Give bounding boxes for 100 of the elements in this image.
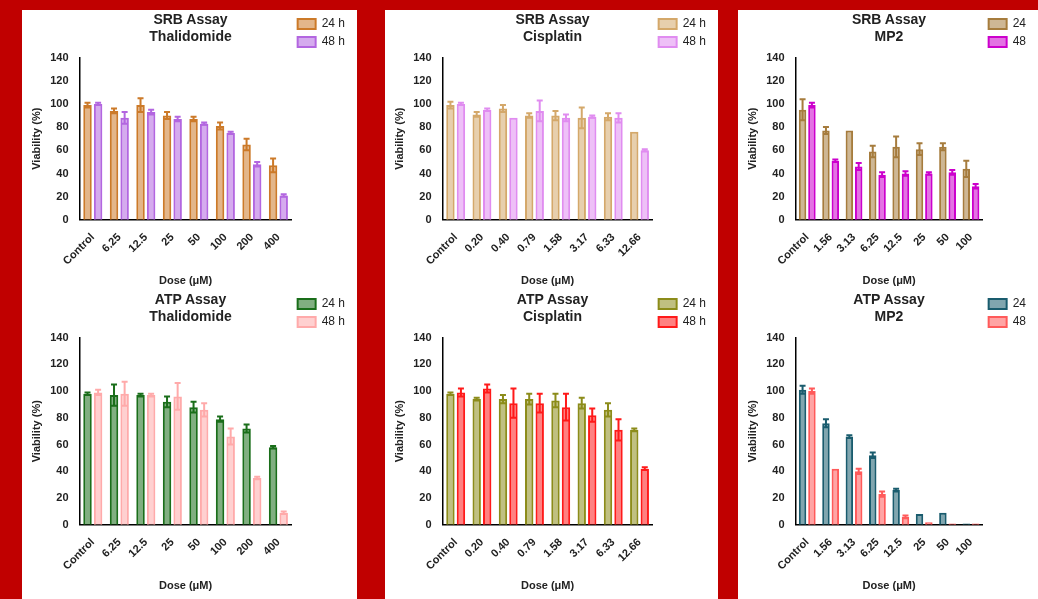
x-tick-label: 100 xyxy=(207,535,229,558)
y-tick-label: 100 xyxy=(50,96,69,109)
x-tick-label: 25 xyxy=(910,535,928,553)
bar xyxy=(472,114,481,220)
x-tick-label: 400 xyxy=(260,230,282,253)
y-axis-title: Viability (%) xyxy=(29,107,42,170)
y-tick-label: 120 xyxy=(413,357,432,370)
y-tick-label: 80 xyxy=(772,120,785,133)
chart-title: ATP Assay xyxy=(154,291,227,308)
bar xyxy=(509,117,518,220)
x-tick-label: 100 xyxy=(953,230,975,253)
y-tick-label: 120 xyxy=(50,73,69,86)
bar xyxy=(456,103,466,220)
legend-label: 48 h xyxy=(321,34,345,49)
bar xyxy=(136,395,145,525)
y-tick-label: 100 xyxy=(413,96,432,109)
legend-label: 24 xyxy=(1012,16,1027,31)
y-tick-label: 60 xyxy=(772,437,785,450)
bar xyxy=(808,391,816,525)
chart-subtitle: Thalidomide xyxy=(149,28,232,45)
x-axis-title: Dose (μM) xyxy=(862,579,917,592)
bar xyxy=(173,119,182,220)
bar xyxy=(939,146,947,220)
x-tick-label: 50 xyxy=(185,535,203,553)
legend-label: 48 xyxy=(1012,314,1027,329)
y-tick-label: 80 xyxy=(419,410,432,423)
y-tick-label: 60 xyxy=(56,437,69,450)
y-tick-label: 60 xyxy=(56,143,69,156)
y-tick-label: 140 xyxy=(413,330,432,343)
chart-subtitle: MP2 xyxy=(874,308,904,325)
bar xyxy=(226,132,235,220)
y-axis-title: Viability (%) xyxy=(745,107,758,170)
chart-subtitle: Thalidomide xyxy=(149,308,232,325)
x-tick-label: 400 xyxy=(260,535,282,558)
y-axis-title: Viability (%) xyxy=(29,399,42,463)
y-tick-label: 80 xyxy=(56,410,69,423)
chart-title: ATP Assay xyxy=(853,291,925,308)
y-tick-label: 20 xyxy=(419,189,432,202)
y-tick-label: 0 xyxy=(62,517,69,530)
y-tick-label: 60 xyxy=(419,437,432,450)
y-axis-title: Viability (%) xyxy=(392,399,405,463)
bar xyxy=(878,494,886,525)
bar xyxy=(446,393,455,525)
chart-subtitle: Cisplatin xyxy=(522,28,583,45)
legend-label: 24 h xyxy=(321,296,345,311)
y-tick-label: 80 xyxy=(56,120,69,133)
bar xyxy=(925,173,933,220)
x-tick-label: 25 xyxy=(158,535,176,553)
x-axis-title: Dose (μM) xyxy=(159,274,213,287)
bar xyxy=(892,490,900,525)
y-tick-label: 100 xyxy=(50,384,69,397)
chart-title: SRB Assay xyxy=(851,11,927,28)
y-tick-label: 0 xyxy=(62,212,69,225)
y-tick-label: 140 xyxy=(50,330,69,343)
x-tick-label: 25 xyxy=(158,230,176,248)
y-tick-label: 60 xyxy=(419,143,432,156)
bar xyxy=(83,105,92,220)
chart-title: SRB Assay xyxy=(153,11,228,28)
bar xyxy=(189,119,198,220)
bar xyxy=(472,399,481,525)
x-tick-label: 100 xyxy=(207,230,229,253)
y-tick-label: 100 xyxy=(766,384,785,397)
y-tick-label: 140 xyxy=(766,330,785,343)
bar xyxy=(483,109,492,220)
y-tick-label: 120 xyxy=(413,73,432,86)
x-tick-label: 100 xyxy=(953,535,975,558)
y-tick-label: 20 xyxy=(56,189,69,202)
y-tick-label: 140 xyxy=(50,50,69,63)
y-tick-label: 0 xyxy=(425,517,432,530)
y-tick-label: 0 xyxy=(778,517,785,530)
bar xyxy=(822,130,830,220)
y-tick-label: 80 xyxy=(419,120,432,133)
chart-title: SRB Assay xyxy=(515,11,590,28)
legend-label: 24 h xyxy=(682,296,706,311)
y-tick-label: 40 xyxy=(419,464,432,477)
y-tick-label: 120 xyxy=(50,357,69,370)
x-axis-title: Dose (μM) xyxy=(521,579,575,592)
legend-label: 24 h xyxy=(682,16,706,31)
y-axis-title: Viability (%) xyxy=(745,399,758,463)
y-tick-label: 40 xyxy=(772,166,785,179)
legend-label: 48 h xyxy=(321,314,345,329)
y-tick-label: 100 xyxy=(413,384,432,397)
bar xyxy=(878,174,886,220)
x-tick-label: 50 xyxy=(185,230,203,248)
x-tick-label: 50 xyxy=(933,230,952,248)
legend-label: 48 h xyxy=(682,34,706,49)
y-tick-label: 120 xyxy=(766,73,785,86)
chart-subtitle: Cisplatin xyxy=(522,308,583,325)
y-tick-label: 40 xyxy=(56,166,69,179)
y-tick-label: 0 xyxy=(425,212,432,225)
y-tick-label: 140 xyxy=(413,50,432,63)
legend-label: 24 xyxy=(1012,296,1027,311)
y-tick-label: 140 xyxy=(766,50,785,63)
x-axis-title: Dose (μM) xyxy=(159,579,213,592)
x-tick-label: 200 xyxy=(233,535,256,558)
y-tick-label: 100 xyxy=(766,96,785,109)
y-tick-label: 20 xyxy=(772,189,785,202)
x-tick-label: 50 xyxy=(933,535,952,553)
bar xyxy=(279,195,288,220)
bar xyxy=(446,105,455,220)
